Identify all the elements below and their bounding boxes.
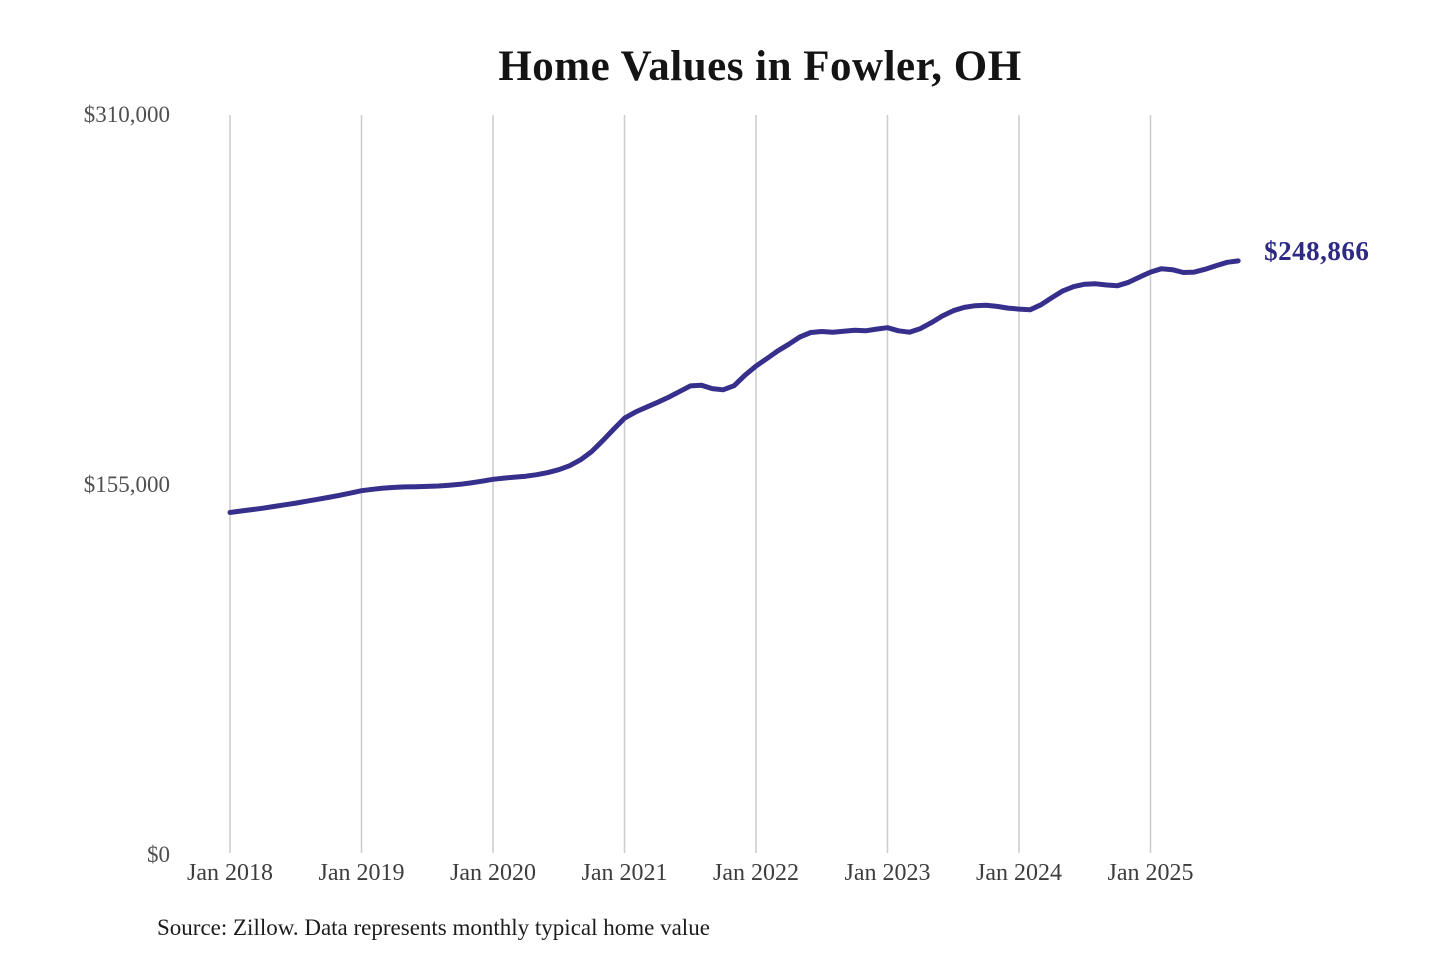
source-note: Source: Zillow. Data represents monthly … <box>157 915 710 940</box>
y-axis-tick-label: $155,000 <box>83 472 170 497</box>
x-axis-tick-label: Jan 2024 <box>976 860 1062 886</box>
end-value-label: $248,866 <box>1264 235 1370 266</box>
x-axis-tick-label: Jan 2019 <box>318 860 405 886</box>
x-axis-tick-label: Jan 2021 <box>581 860 668 886</box>
x-axis-tick-label: Jan 2020 <box>450 860 536 886</box>
x-axis-tick-label: Jan 2025 <box>1107 860 1194 886</box>
x-axis-tick-label: Jan 2023 <box>844 860 931 886</box>
x-axis-tick-label: Jan 2022 <box>713 860 799 886</box>
y-axis-tick-label: $0 <box>147 842 170 867</box>
y-axis-tick-label: $310,000 <box>83 102 170 127</box>
x-axis-tick-label: Jan 2018 <box>187 860 273 886</box>
home-value-series-line <box>227 258 1241 515</box>
chart-title: Home Values in Fowler, OH <box>498 43 1022 90</box>
